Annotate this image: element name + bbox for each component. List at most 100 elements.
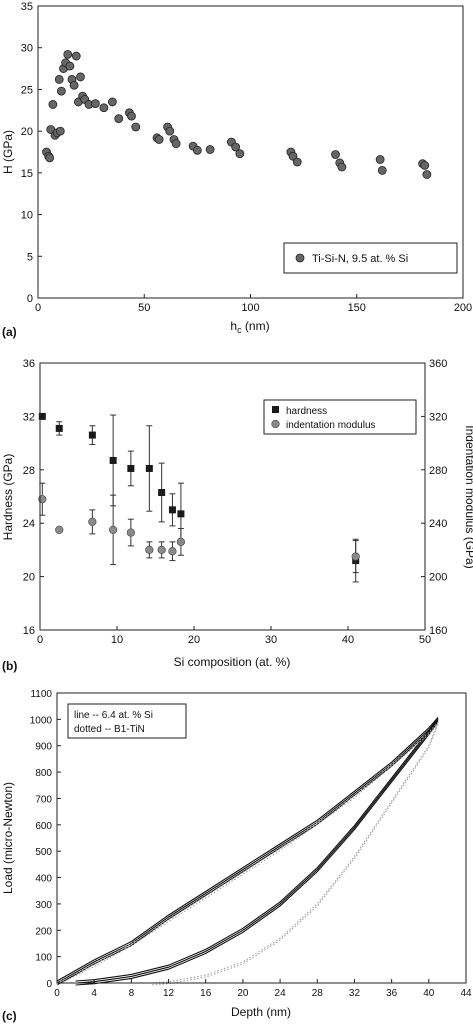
modulus-point <box>157 545 166 555</box>
modulus-point <box>109 525 118 534</box>
data-point <box>90 99 100 109</box>
data-point <box>55 126 65 136</box>
data-point <box>422 170 432 179</box>
y-tick-label: 32 <box>23 411 35 423</box>
y-tick-label: 16 <box>23 625 35 637</box>
y-tick-label: 28 <box>23 465 35 477</box>
y-tick-label: 20 <box>23 572 35 584</box>
modulus-point <box>176 537 186 546</box>
y2-axis-label: Indentation modulus (GPa) <box>463 425 473 568</box>
y-axis-label: Load (micro-Newton) <box>1 782 15 894</box>
x-tick-label: 150 <box>348 302 366 314</box>
data-point <box>231 142 241 152</box>
x-tick-label: 100 <box>241 302 259 314</box>
x-axis-label: Si composition (at. %) <box>174 655 291 669</box>
data-point <box>127 111 136 121</box>
legend-line-1: line -- 6.4 at. % Si <box>74 710 153 721</box>
x-tick-label: 20 <box>237 988 249 999</box>
y-tick-label: 0 <box>27 293 33 305</box>
tin-loading-curve <box>56 723 439 986</box>
plot-frame-c <box>56 692 467 984</box>
x-tick-label: 36 <box>386 988 398 999</box>
hardness-point <box>55 424 63 432</box>
data-point <box>131 122 141 132</box>
y2-tick-label: 360 <box>429 358 447 370</box>
modulus-point <box>145 545 154 555</box>
y-tick-label: 1000 <box>30 715 53 726</box>
x-tick-label: 24 <box>275 988 287 999</box>
modulus-point <box>126 528 135 537</box>
modulus-point <box>168 547 177 556</box>
hardness-point <box>38 412 46 420</box>
x-tick-label: 40 <box>423 988 435 999</box>
y2-tick-label: 280 <box>429 465 447 477</box>
y-tick-label: 700 <box>35 794 52 805</box>
hardness-point <box>177 510 185 518</box>
hardness-point <box>109 456 117 464</box>
tin-unloading-curve <box>149 721 439 984</box>
y-tick-label: 200 <box>35 926 52 937</box>
x-tick-label: 10 <box>111 634 123 646</box>
legend-box <box>283 242 458 274</box>
hardness-point <box>127 464 135 472</box>
data-point <box>154 135 164 144</box>
x-tick-label: 0 <box>54 988 60 999</box>
y-tick-label: 600 <box>35 821 52 832</box>
y-axis-label: H (GPa) <box>1 130 15 174</box>
tisin-unloading-curve <box>75 719 439 984</box>
legend-label-hardness: hardness <box>286 406 327 417</box>
legend-marker-hardness <box>272 406 279 413</box>
x-tick-label: 8 <box>129 988 135 999</box>
data-point <box>56 86 66 96</box>
data-point <box>331 150 340 159</box>
data-point <box>420 160 430 170</box>
x-tick-label: 28 <box>312 988 324 999</box>
plot-frame-b <box>39 362 426 631</box>
y-tick-label: 36 <box>23 358 35 370</box>
legend-marker-modulus <box>271 419 280 429</box>
data-point <box>235 149 245 159</box>
x-tick-label: 12 <box>163 988 175 999</box>
tisin-loading-curve <box>56 719 439 984</box>
data-point <box>69 80 79 90</box>
data-point <box>107 97 117 107</box>
x-axis-label: Depth (nm) <box>231 1005 291 1019</box>
tisin-unloading-curve <box>75 717 439 982</box>
tin-loading-curve <box>56 721 439 984</box>
legend-marker <box>295 253 305 263</box>
panel-b: 0 10 20 30 40 50 16 20 24 28 32 36 160 200 240 280 320 36… <box>1 358 473 673</box>
y-tick-label: 100 <box>35 953 52 964</box>
x-tick-label: 4 <box>91 988 97 999</box>
panel-c: 0 4 8 12 16 20 24 28 32 36 40 44 0 100 200 300 400 500 600… <box>1 689 472 1023</box>
tisin-loading-curve <box>56 721 439 986</box>
y2-tick-label: 200 <box>429 572 447 584</box>
data-point <box>65 61 75 71</box>
x-tick-label: 16 <box>200 988 212 999</box>
data-point <box>45 153 55 163</box>
hardness-point <box>88 431 96 439</box>
x-tick-label: 0 <box>35 302 41 314</box>
x-tick-label: 44 <box>460 988 472 999</box>
y2-tick-label: 320 <box>429 411 447 423</box>
x-tick-label: 200 <box>454 302 472 314</box>
tin-unloading-curve <box>149 723 439 986</box>
data-point <box>337 162 347 172</box>
data-point <box>99 103 109 113</box>
y2-tick-label: 240 <box>429 518 447 530</box>
data-point <box>54 75 64 84</box>
y-tick-label: 900 <box>35 742 52 753</box>
tisin-loading-curve <box>56 717 439 982</box>
hardness-point <box>168 506 176 514</box>
data-point <box>165 126 175 136</box>
legend-line-2: dotted -- B1-TiN <box>74 724 145 735</box>
modulus-point <box>351 552 360 561</box>
y-tick-label: 20 <box>21 126 33 138</box>
data-point <box>375 155 385 164</box>
y-tick-label: 35 <box>21 1 33 13</box>
y-tick-label: 1100 <box>30 689 52 700</box>
y-tick-label: 0 <box>46 979 52 990</box>
x-axis-label: hc (nm) <box>230 319 269 335</box>
panel-label-c: (c) <box>2 1009 17 1023</box>
plot-frame-a <box>37 5 464 299</box>
